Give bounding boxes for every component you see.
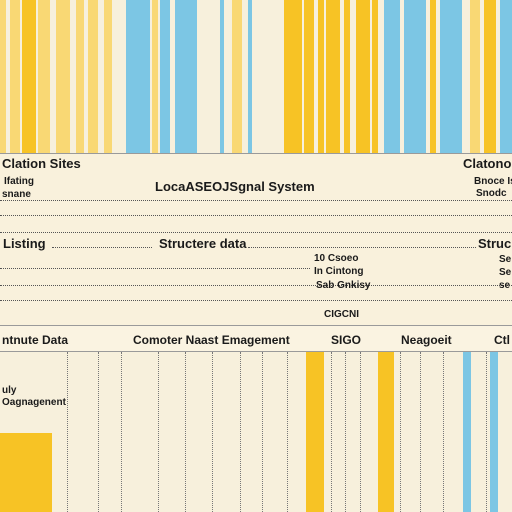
stripe [126, 0, 150, 153]
stripe [440, 0, 462, 153]
stripe [484, 0, 496, 153]
stripe [56, 0, 70, 153]
stripe [0, 0, 6, 153]
stripe [356, 0, 370, 153]
stripe [22, 0, 36, 153]
stripe [326, 0, 340, 153]
divider-line [0, 285, 512, 286]
grid-line [331, 352, 332, 512]
grid-line [240, 352, 241, 512]
yellow-block [0, 433, 52, 512]
divider-line [0, 268, 310, 269]
column-header-5: Ctl [494, 333, 510, 347]
stripe [463, 352, 471, 512]
grid-line [345, 352, 346, 512]
stripe [38, 0, 50, 153]
stripe [500, 0, 512, 153]
grid-line [420, 352, 421, 512]
divider-line [0, 325, 512, 326]
column-header-2: Comoter Naast Emagement [133, 333, 290, 347]
lower-label-1: uly [2, 385, 17, 396]
stripe [408, 0, 426, 153]
left-title: Clation Sites [2, 156, 81, 171]
column-header-3: SIGO [331, 333, 362, 347]
stripe [490, 352, 498, 512]
grid-line [185, 352, 186, 512]
divider-line [0, 300, 512, 301]
grid-line [67, 352, 68, 512]
stripe [160, 0, 170, 153]
stripe [10, 0, 20, 153]
stripe [304, 0, 314, 153]
stripe [378, 352, 394, 512]
divider-line [0, 215, 512, 216]
stripe [404, 0, 408, 153]
right-sub-2: Se [499, 267, 512, 278]
column-header-4: Neagoeit [401, 333, 452, 347]
right-subtitle-1: Bnoce Is [474, 176, 512, 187]
listing-label: Listing [3, 236, 46, 251]
stripe [372, 0, 378, 153]
left-subtitle-1: Ifating [4, 176, 34, 187]
grid-line [400, 352, 401, 512]
stripe [430, 0, 436, 153]
left-subtitle-2: snane [2, 189, 31, 200]
stripe [232, 0, 242, 153]
stripe [175, 0, 197, 153]
stripe [248, 0, 252, 153]
divider-line [0, 200, 512, 201]
right-title: Clatono [463, 156, 512, 171]
stripe [104, 0, 112, 153]
header-band [0, 153, 512, 325]
stripe [470, 0, 480, 153]
divider-line [0, 153, 512, 154]
grid-line [158, 352, 159, 512]
stripe [344, 0, 350, 153]
stripe [220, 0, 224, 153]
divider-line [52, 247, 152, 248]
stripe [76, 0, 84, 153]
columns-band [0, 325, 512, 351]
divider-line [248, 247, 476, 248]
stripe [88, 0, 98, 153]
listing-sub-3: Sab Gnkisy [316, 280, 371, 291]
stripe [318, 0, 324, 153]
listing-sub-1: 10 Csoeo [314, 253, 359, 264]
structure-data-label: Structere data [159, 236, 247, 251]
right-sub-3: se [499, 280, 511, 291]
columns-top-label: CIGCNI [324, 309, 359, 320]
grid-line [212, 352, 213, 512]
stripe [152, 0, 158, 153]
grid-line [486, 352, 487, 512]
system-title: LocaASEOJSgnal System [155, 179, 315, 194]
stripe [284, 0, 302, 153]
grid-line [98, 352, 99, 512]
grid-line [360, 352, 361, 512]
stripe [384, 0, 400, 153]
divider-line [0, 351, 512, 352]
stripe [306, 352, 324, 512]
divider-line [0, 232, 512, 233]
right-structure-label: Struc [478, 236, 512, 251]
grid-line [262, 352, 263, 512]
grid-line [443, 352, 444, 512]
grid-line [287, 352, 288, 512]
right-subtitle-2: Snodc [476, 188, 507, 199]
listing-sub-2: In Cintong [314, 266, 364, 277]
column-header-1: ntnute Data [2, 333, 68, 347]
right-sub-1: Se [499, 254, 512, 265]
grid-line [121, 352, 122, 512]
lower-label-2: Oagnagenent [2, 397, 66, 408]
